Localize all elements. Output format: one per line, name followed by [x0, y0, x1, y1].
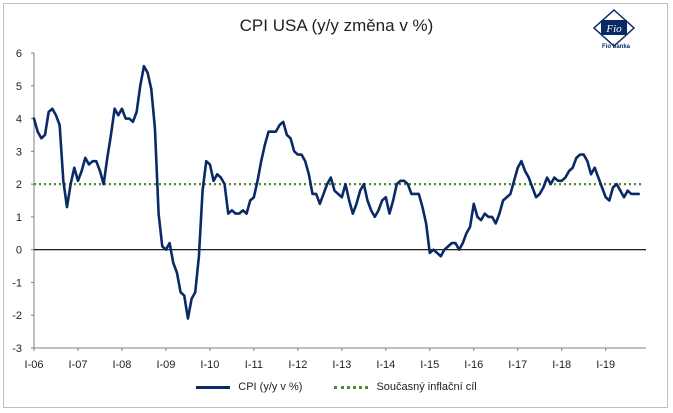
x-tick-label: I-11 [245, 359, 263, 371]
x-tick-label: I-18 [552, 359, 571, 371]
x-tick-label: I-14 [376, 359, 395, 371]
x-tick-label: I-16 [464, 359, 483, 371]
y-tick-label: 1 [16, 212, 22, 224]
x-tick-label: I-09 [156, 359, 175, 371]
legend-item-cpi: CPI (y/y v %) [196, 381, 302, 393]
legend-swatch-target [334, 385, 369, 389]
cpi-series-line [32, 64, 640, 320]
legend-swatch-cpi [196, 385, 231, 389]
x-tick-label: I-10 [200, 359, 219, 371]
y-tick-label: -2 [12, 310, 22, 322]
logo-mark: Fio [605, 23, 622, 35]
logo-brand: Fio banka [601, 44, 630, 50]
x-tick-label: I-12 [288, 359, 307, 371]
y-tick-label: 5 [16, 81, 22, 93]
y-tick-label: 0 [16, 245, 22, 257]
legend-item-target: Současný inflační cíl [334, 381, 477, 393]
x-tick-label: I-19 [596, 359, 615, 371]
legend-label-cpi: CPI (y/y v %) [238, 381, 303, 393]
y-tick-label: 6 [16, 48, 22, 60]
fio-logo-icon: Fio [592, 8, 636, 48]
x-tick-label: I-13 [332, 359, 351, 371]
chart-legend: CPI (y/y v %) Současný inflační cíl [0, 381, 673, 393]
y-tick-label: -1 [12, 277, 22, 289]
x-tick-label: I-08 [112, 359, 131, 371]
chart-title: CPI USA (y/y změna v %) [239, 16, 434, 35]
chart-frame [3, 3, 668, 408]
x-tick-label: I-07 [68, 359, 87, 371]
x-tick-label: I-15 [420, 359, 439, 371]
y-tick-label: 2 [16, 179, 22, 191]
y-tick-label: -3 [12, 343, 22, 355]
y-tick-label: 3 [16, 146, 22, 158]
x-tick-label: I-06 [25, 359, 44, 371]
x-tick-label: I-17 [508, 359, 527, 371]
y-tick-label: 4 [16, 114, 22, 126]
legend-label-target: Současný inflační cíl [376, 381, 477, 393]
